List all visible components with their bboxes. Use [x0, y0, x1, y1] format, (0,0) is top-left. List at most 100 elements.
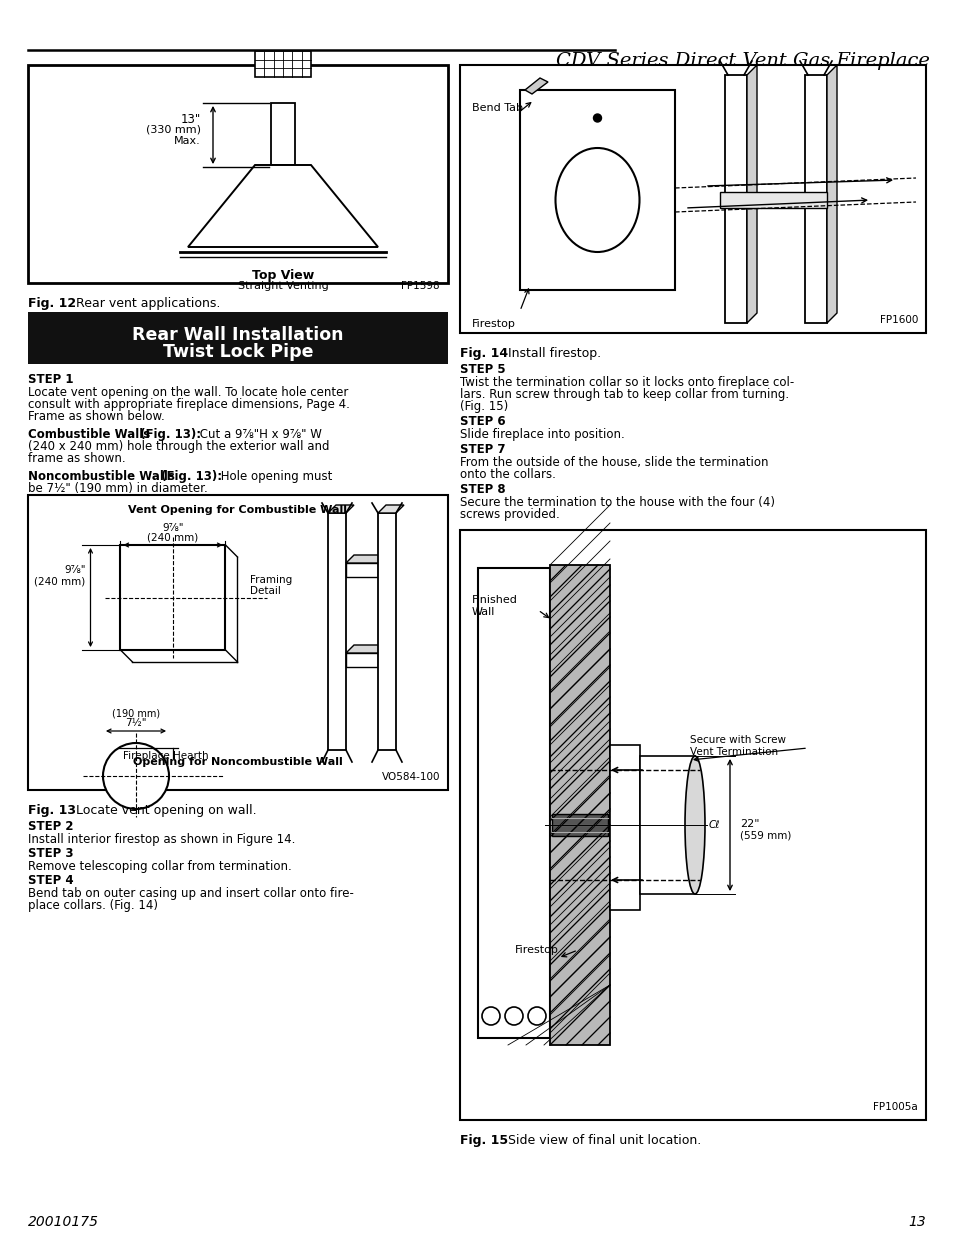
Polygon shape	[377, 505, 403, 513]
Text: (240 mm): (240 mm)	[34, 576, 86, 585]
Text: Fireplace Hearth: Fireplace Hearth	[123, 751, 209, 761]
Text: Fig. 13: Fig. 13	[28, 804, 76, 818]
Circle shape	[504, 1007, 522, 1025]
Text: From the outside of the house, slide the termination: From the outside of the house, slide the…	[459, 456, 768, 469]
Text: Straight Venting: Straight Venting	[237, 282, 328, 291]
Text: Noncombustible Walls: Noncombustible Walls	[28, 471, 174, 483]
Polygon shape	[826, 65, 836, 324]
Bar	[459, 65, 925, 333]
Bar	[346, 563, 377, 577]
Text: 13": 13"	[180, 112, 201, 126]
Text: STEP 2: STEP 2	[28, 820, 73, 832]
Text: Vent Termination: Vent Termination	[689, 747, 778, 757]
Polygon shape	[524, 78, 547, 94]
Text: Hole opening must: Hole opening must	[216, 471, 332, 483]
Bar	[28, 312, 448, 364]
Text: STEP 5: STEP 5	[459, 363, 505, 375]
Text: (Fig. 13):: (Fig. 13):	[157, 471, 222, 483]
Text: Locate vent opening on the wall. To locate hole center: Locate vent opening on the wall. To loca…	[28, 387, 348, 399]
Bar	[271, 103, 294, 165]
Text: Install firestop.: Install firestop.	[499, 347, 600, 359]
Text: STEP 1: STEP 1	[28, 373, 73, 387]
Text: Top View: Top View	[252, 269, 314, 282]
Text: Wall: Wall	[472, 606, 495, 618]
Text: 13: 13	[907, 1215, 925, 1229]
Bar	[804, 75, 826, 324]
Text: lars. Run screw through tab to keep collar from turning.: lars. Run screw through tab to keep coll…	[459, 388, 788, 401]
Text: STEP 7: STEP 7	[459, 443, 505, 456]
Text: STEP 4: STEP 4	[28, 874, 73, 887]
Text: place collars. (Fig. 14): place collars. (Fig. 14)	[28, 899, 158, 911]
Polygon shape	[346, 555, 386, 563]
Polygon shape	[746, 65, 757, 324]
Text: Rear Wall Installation: Rear Wall Installation	[132, 326, 343, 345]
Text: (559 mm): (559 mm)	[740, 831, 791, 841]
Text: Bend Tab: Bend Tab	[472, 103, 522, 112]
Text: frame as shown.: frame as shown.	[28, 452, 126, 466]
Ellipse shape	[555, 148, 639, 252]
Bar	[724, 75, 746, 324]
Text: (240 mm): (240 mm)	[147, 534, 198, 543]
Text: Fig. 15: Fig. 15	[459, 1134, 508, 1147]
Text: Finished: Finished	[472, 595, 517, 605]
Text: 7½": 7½"	[125, 718, 147, 727]
Polygon shape	[188, 165, 377, 247]
Text: Frame as shown below.: Frame as shown below.	[28, 410, 165, 424]
Bar	[609, 745, 639, 910]
Polygon shape	[346, 645, 386, 653]
Text: Max.: Max.	[174, 136, 201, 146]
Text: STEP 6: STEP 6	[459, 415, 505, 429]
Text: 20010175: 20010175	[28, 1215, 99, 1229]
Text: consult with appropriate fireplace dimensions, Page 4.: consult with appropriate fireplace dimen…	[28, 398, 350, 411]
Text: Detail: Detail	[251, 585, 281, 597]
Bar	[28, 495, 448, 790]
Bar	[346, 653, 377, 667]
Text: screws provided.: screws provided.	[459, 508, 559, 521]
Bar	[477, 568, 550, 1037]
Text: Fig. 12: Fig. 12	[28, 296, 76, 310]
Text: STEP 8: STEP 8	[459, 483, 505, 496]
Text: CDV Series Direct Vent Gas Fireplace: CDV Series Direct Vent Gas Fireplace	[556, 52, 929, 70]
Text: Firestop: Firestop	[472, 319, 516, 329]
Text: be 7½" (190 mm) in diameter.: be 7½" (190 mm) in diameter.	[28, 482, 208, 495]
Bar	[328, 513, 346, 750]
Text: Locate vent opening on wall.: Locate vent opening on wall.	[68, 804, 256, 818]
Text: VO584-100: VO584-100	[381, 772, 439, 782]
Text: Vent Opening for Combustible Wall: Vent Opening for Combustible Wall	[129, 505, 347, 515]
Text: Opening for Noncombustible Wall: Opening for Noncombustible Wall	[133, 757, 342, 767]
Bar	[377, 513, 395, 750]
Text: (240 x 240 mm) hole through the exterior wall and: (240 x 240 mm) hole through the exterior…	[28, 440, 329, 453]
Text: FP1600: FP1600	[879, 315, 917, 325]
Text: Cut a 9⅞"H x 9⅞" W: Cut a 9⅞"H x 9⅞" W	[195, 429, 321, 441]
Text: STEP 3: STEP 3	[28, 847, 73, 860]
Text: Secure with Screw: Secure with Screw	[689, 735, 785, 745]
Text: (190 mm): (190 mm)	[112, 709, 160, 719]
Bar	[552, 814, 607, 836]
Text: onto the collars.: onto the collars.	[459, 468, 556, 480]
Text: Remove telescoping collar from termination.: Remove telescoping collar from terminati…	[28, 860, 292, 873]
Bar	[550, 564, 609, 1045]
Circle shape	[103, 743, 169, 809]
Text: Twist the termination collar so it locks onto fireplace col-: Twist the termination collar so it locks…	[459, 375, 794, 389]
Bar	[639, 756, 695, 894]
Text: Install interior firestop as shown in Figure 14.: Install interior firestop as shown in Fi…	[28, 832, 295, 846]
Ellipse shape	[684, 756, 704, 894]
Text: 9⅞": 9⅞"	[162, 522, 184, 534]
Text: (330 mm): (330 mm)	[146, 125, 201, 135]
Bar	[120, 545, 225, 650]
Bar	[720, 191, 826, 207]
Bar	[254, 51, 311, 77]
Text: (Fig. 15): (Fig. 15)	[459, 400, 508, 412]
Text: Firestop: Firestop	[515, 945, 558, 955]
Text: Framing: Framing	[251, 576, 293, 585]
Text: Cℓ: Cℓ	[708, 820, 720, 830]
Circle shape	[481, 1007, 499, 1025]
Text: Bend tab on outer casing up and insert collar onto fire-: Bend tab on outer casing up and insert c…	[28, 887, 354, 900]
Text: Side view of final unit location.: Side view of final unit location.	[499, 1134, 700, 1147]
Text: Combustible Walls: Combustible Walls	[28, 429, 150, 441]
Text: 22": 22"	[740, 819, 759, 829]
Text: Fig. 14: Fig. 14	[459, 347, 508, 359]
Bar	[519, 90, 675, 290]
Text: FP1005a: FP1005a	[872, 1102, 917, 1112]
Text: FP1598: FP1598	[401, 282, 439, 291]
